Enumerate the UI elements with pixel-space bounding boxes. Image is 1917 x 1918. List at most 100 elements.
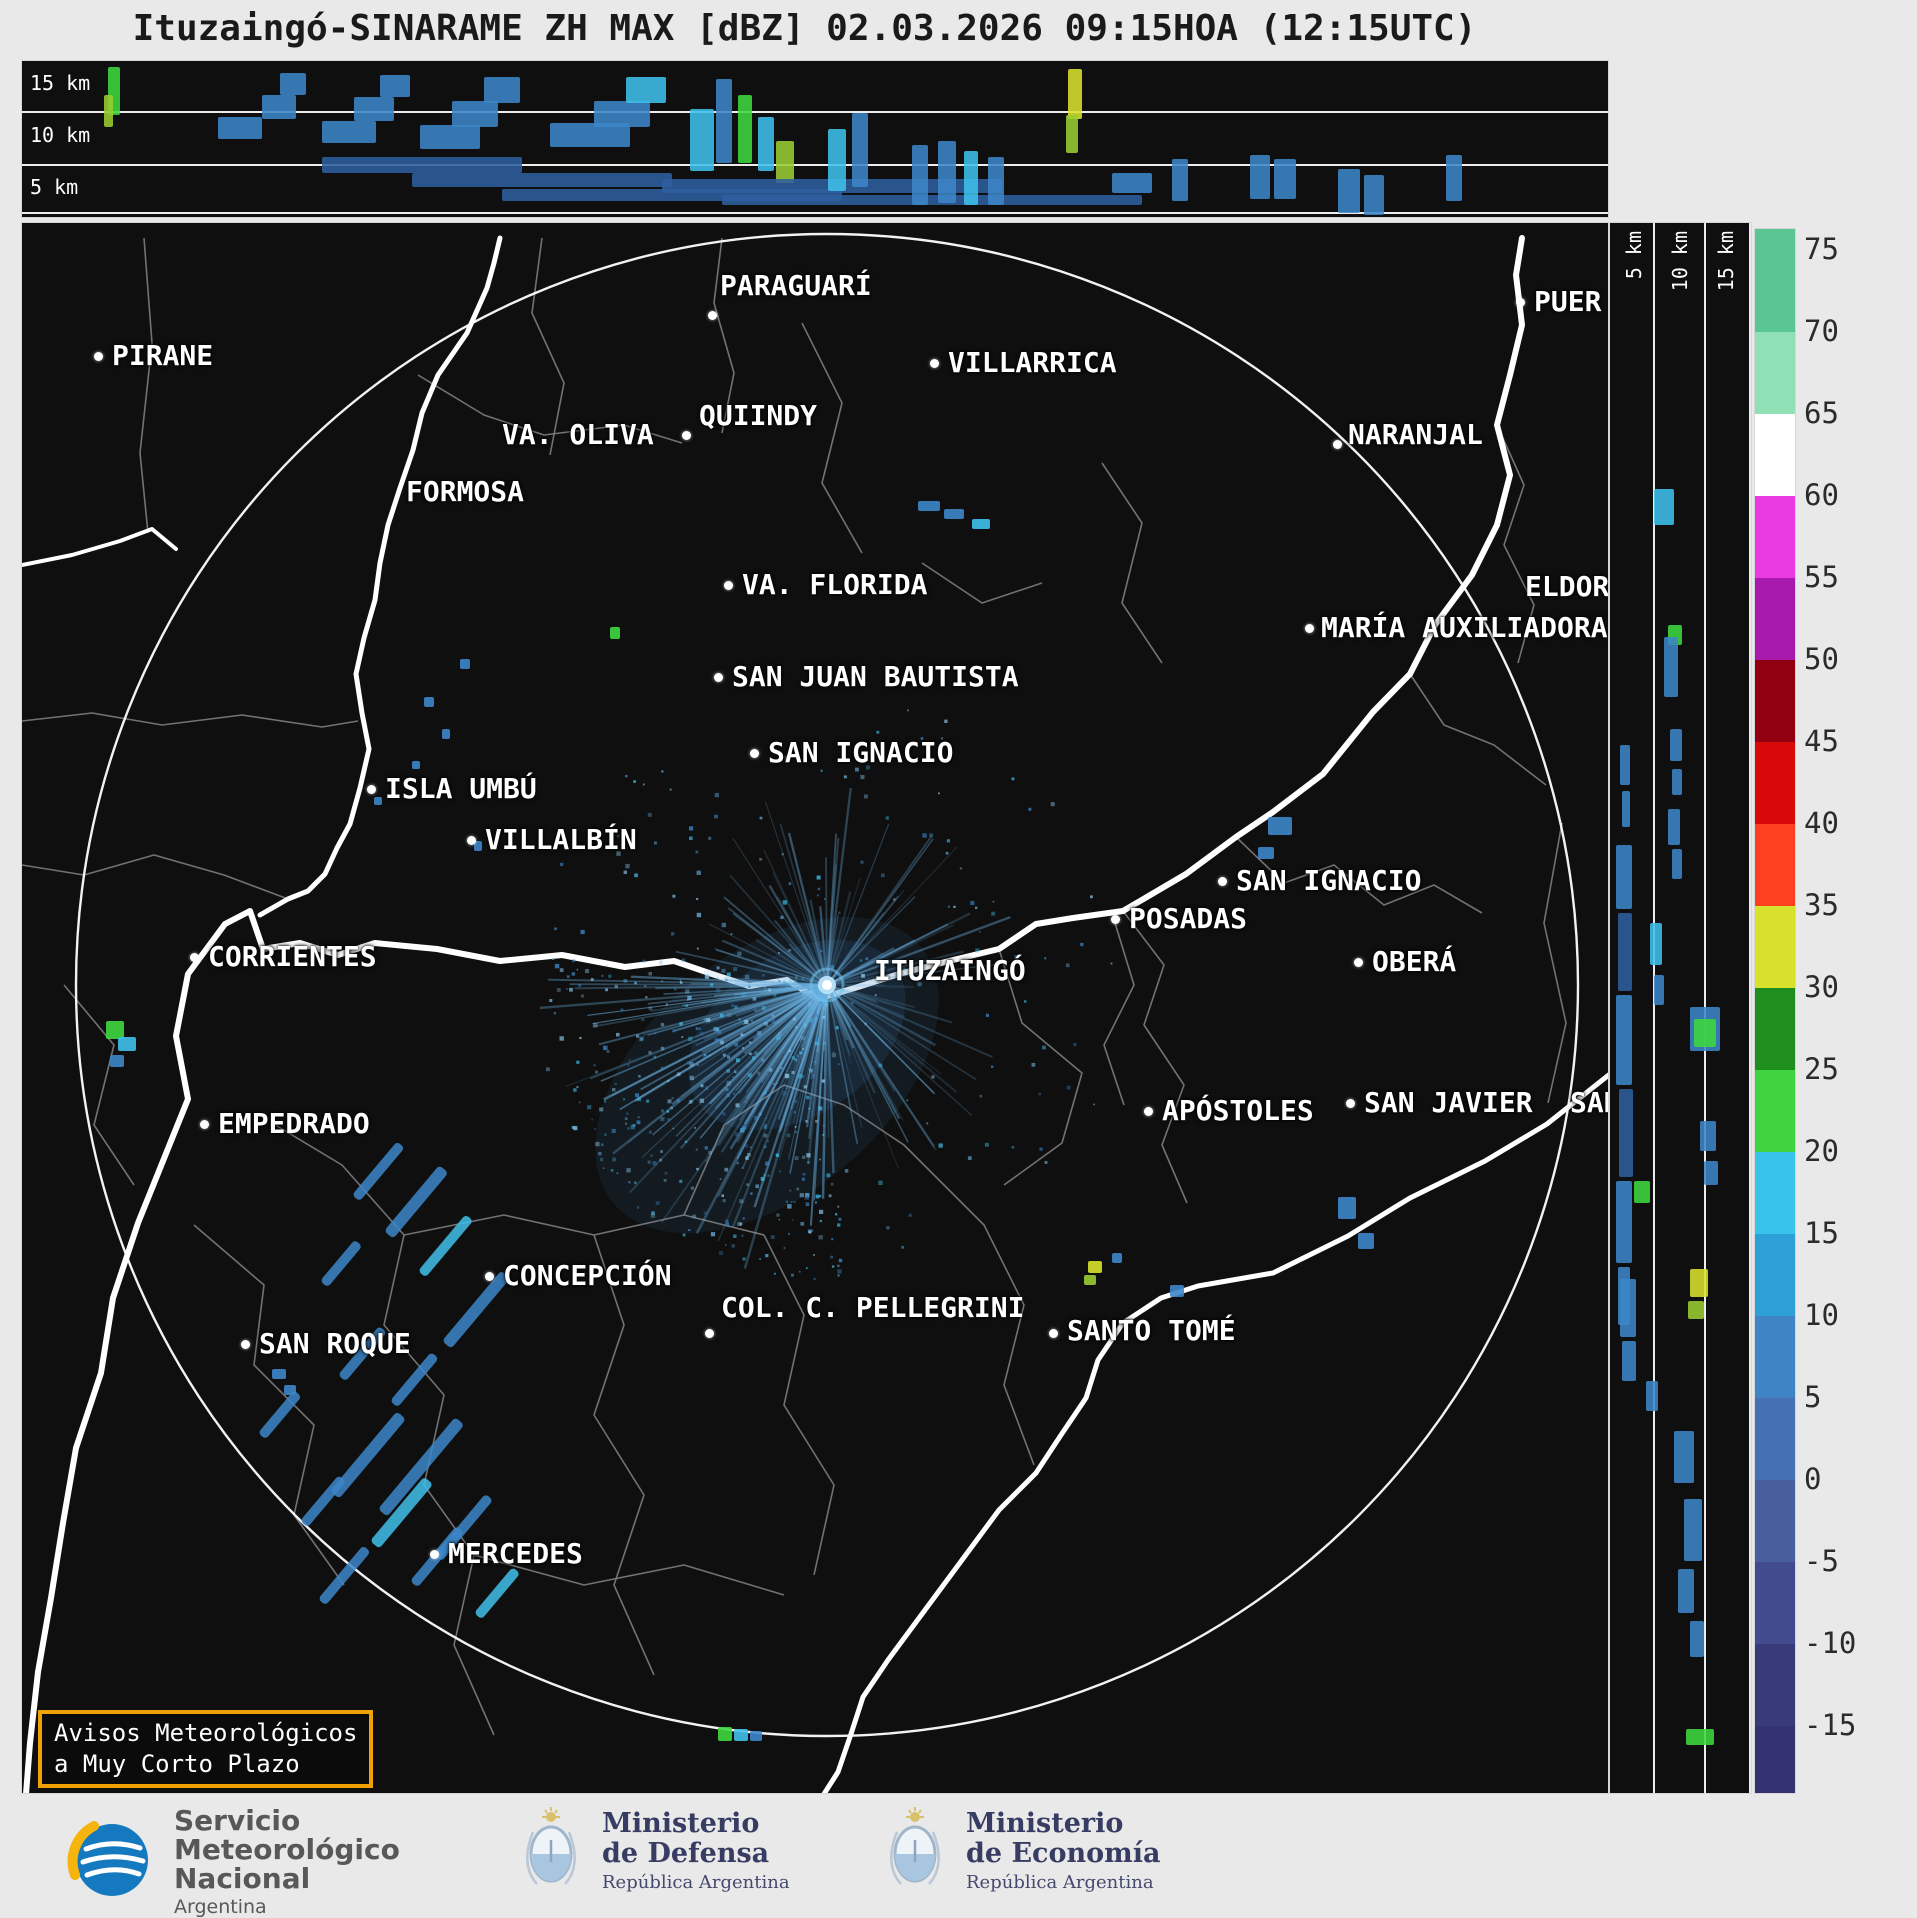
city-label: MERCEDES	[448, 1537, 583, 1570]
altitude-line-5km-vertical	[1653, 223, 1655, 1793]
footer: Servicio Meteorológico Nacional Argentin…	[0, 1794, 1917, 1909]
colorbar-segment	[1755, 824, 1795, 906]
radar-echo	[1646, 1381, 1658, 1411]
city-dot	[430, 1550, 439, 1559]
radar-echo	[1620, 745, 1630, 785]
economia-line-2: de Economía	[966, 1839, 1160, 1869]
colorbar-segment	[1755, 332, 1795, 414]
colorbar-tick-label: 65	[1804, 397, 1894, 429]
city-label: QUIINDY	[699, 399, 817, 432]
altitude-label-10km: 10 km	[30, 123, 90, 147]
defensa-line-2: de Defensa	[602, 1839, 790, 1869]
colorbar-segment	[1755, 1644, 1795, 1726]
colorbar-segment	[1755, 414, 1795, 496]
radar-echo	[1704, 1161, 1718, 1185]
city-label: SAN IGNACIO	[768, 736, 953, 769]
colorbar-segment	[1755, 250, 1795, 332]
top-cross-section-panel: 15 km 10 km 5 km	[21, 60, 1609, 218]
radar-echo	[716, 79, 732, 163]
city-label: EMPEDRADO	[218, 1107, 370, 1140]
city-label: PIRANE	[112, 339, 213, 372]
city-label: VA. FLORIDA	[742, 568, 927, 601]
colorbar-segment	[1755, 578, 1795, 660]
city-label: CONCEPCIÓN	[503, 1259, 672, 1292]
city-dot	[724, 581, 733, 590]
city-label: ISLA UMBÚ	[385, 772, 537, 805]
city-dot	[682, 431, 691, 440]
colorbar-tick-label: 35	[1804, 889, 1894, 921]
radar-echo	[1650, 923, 1662, 965]
city-label: SAN JAVIER	[1364, 1086, 1533, 1119]
city-dot	[1218, 877, 1227, 886]
colorbar-tick-label: -10	[1804, 1627, 1894, 1659]
radar-echo	[1670, 729, 1682, 761]
radar-echo	[690, 109, 714, 171]
city-dot	[200, 1120, 209, 1129]
colorbar-segment	[1755, 229, 1795, 250]
radar-echo	[1700, 1121, 1716, 1151]
radar-echo	[1446, 155, 1462, 201]
radar-echo	[758, 117, 774, 171]
smn-line-3: Nacional	[174, 1864, 400, 1893]
radar-echo	[1678, 1569, 1694, 1613]
colorbar-segment	[1755, 1726, 1795, 1794]
city-label: FORMOSA	[406, 475, 524, 508]
smn-wordmark: Servicio Meteorológico Nacional Argentin…	[174, 1806, 400, 1918]
city-dot	[750, 749, 759, 758]
radar-echo	[1690, 1269, 1708, 1297]
economia-coat-icon	[884, 1804, 946, 1898]
colorbar-segment	[1755, 988, 1795, 1070]
city-dot	[485, 1272, 494, 1281]
radar-echo	[1112, 173, 1152, 193]
radar-echo	[1690, 1621, 1704, 1657]
radar-echo	[594, 101, 650, 127]
radar-echo	[1694, 1019, 1716, 1047]
radar-echo	[1684, 1499, 1702, 1561]
notice-line-1: Avisos Meteorológicos	[54, 1718, 357, 1749]
city-dot	[708, 311, 717, 320]
city-label: CORRIENTES	[208, 940, 377, 973]
smn-logo-group: Servicio Meteorológico Nacional Argentin…	[66, 1806, 400, 1918]
colorbar-tick-label: -15	[1804, 1709, 1894, 1741]
radar-echo	[828, 129, 846, 191]
radar-echo	[1066, 115, 1078, 153]
radar-echo	[626, 77, 666, 103]
colorbar-tick-label: 5	[1804, 1381, 1894, 1413]
radar-echo	[1664, 637, 1678, 697]
right-cross-section-panel: 5 km 10 km 15 km	[1609, 222, 1752, 1794]
city-label: ITUZAINGÓ	[874, 954, 1026, 987]
colorbar-segment	[1755, 1398, 1795, 1480]
colorbar-segment	[1755, 1562, 1795, 1644]
radar-echo	[322, 121, 376, 143]
altitude-line-15km-vertical	[1749, 223, 1751, 1793]
city-label: POSADAS	[1129, 902, 1247, 935]
colorbar-tick-label: 30	[1804, 971, 1894, 1003]
altitude-line-15km	[22, 111, 1608, 113]
colorbar-tick-label: 45	[1804, 725, 1894, 757]
radar-echo	[988, 157, 1004, 205]
radar-echo	[354, 97, 394, 121]
colorbar-tick-label: 15	[1804, 1217, 1894, 1249]
radar-echo	[1672, 849, 1682, 879]
city-dot	[1144, 1107, 1153, 1116]
city-label: MARÍA AUXILIADORA	[1321, 611, 1608, 644]
colorbar-segment	[1755, 1152, 1795, 1234]
economia-logo-group: Ministerio de Economía República Argenti…	[884, 1804, 1160, 1898]
radar-echo	[1620, 1279, 1636, 1337]
city-label: SANTO TOMÉ	[1067, 1314, 1236, 1347]
city-label: APÓSTOLES	[1162, 1094, 1314, 1127]
city-label: SAN	[1570, 1086, 1609, 1119]
altitude-label-5km: 5 km	[30, 175, 78, 199]
radar-echo	[1250, 155, 1270, 199]
smn-logo	[66, 1817, 152, 1907]
radar-echo	[1622, 1341, 1636, 1381]
notice-line-2: a Muy Corto Plazo	[54, 1749, 357, 1780]
notice-box: Avisos Meteorológicos a Muy Corto Plazo	[38, 1710, 373, 1788]
defensa-wordmark: Ministerio de Defensa República Argentin…	[602, 1809, 790, 1893]
city-dot	[1346, 1099, 1355, 1108]
altitude-label-5km-vertical: 5 km	[1622, 231, 1646, 279]
city-label: VA. OLIVA	[502, 418, 654, 451]
city-dot	[1516, 298, 1525, 307]
